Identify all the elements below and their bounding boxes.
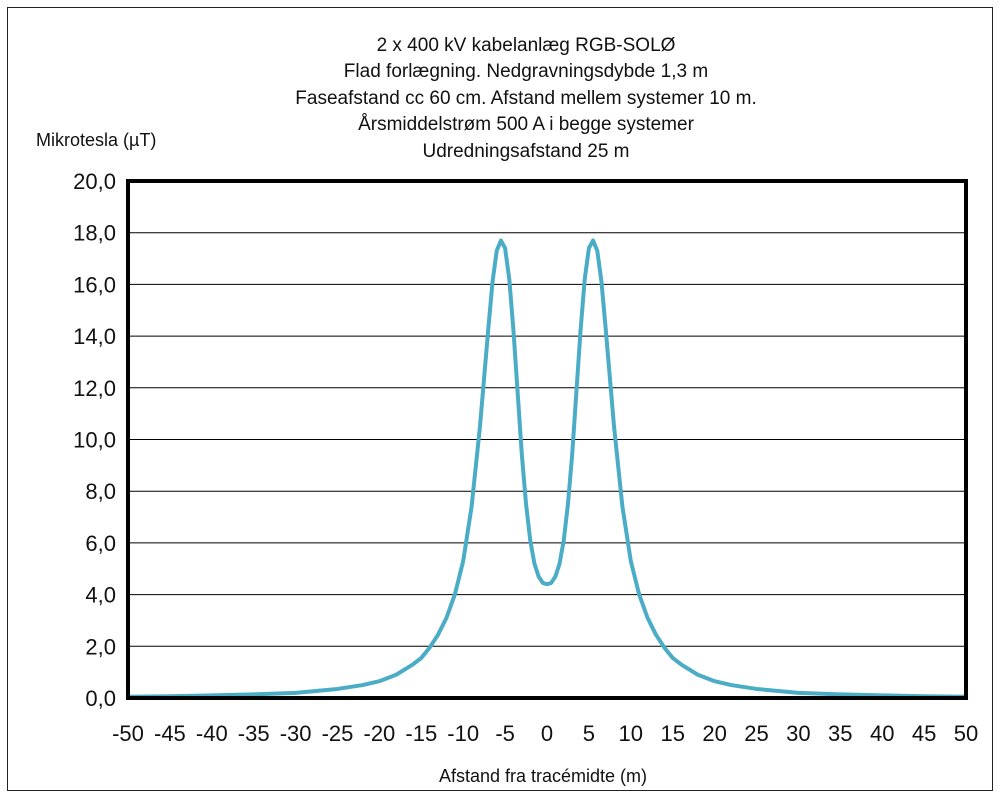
y-tick-label: 20,0 xyxy=(73,169,116,194)
x-tick-label: -15 xyxy=(405,721,437,746)
y-tick-label: 4,0 xyxy=(85,583,116,608)
x-axis-label: Afstand fra tracémidte (m) xyxy=(439,766,647,786)
chart-frame: 2 x 400 kV kabelanlæg RGB-SOLØ Flad forlæ… xyxy=(7,7,993,791)
title-line-3: Årsmiddelstrøm 500 A i begge systemer xyxy=(358,114,694,135)
x-tick-label: -5 xyxy=(495,721,515,746)
x-tick-label: -25 xyxy=(322,721,354,746)
series-line-0 xyxy=(126,238,968,699)
y-tick-label: 18,0 xyxy=(73,221,116,246)
x-tick-label: -30 xyxy=(280,721,312,746)
x-tick-label: 15 xyxy=(660,721,684,746)
x-tick-label: -45 xyxy=(154,721,186,746)
y-tick-label: 8,0 xyxy=(85,479,116,504)
gridlines xyxy=(128,180,966,699)
y-tick-label: 16,0 xyxy=(73,272,116,297)
y-tick-label: 12,0 xyxy=(73,376,116,401)
series-lines xyxy=(126,238,968,699)
x-tick-label: 0 xyxy=(541,721,553,746)
chart-title: 2 x 400 kV kabelanlæg RGB-SOLØ Flad forlæ… xyxy=(295,35,756,162)
title-line-4: Udredningsafstand 25 m xyxy=(422,141,629,162)
x-tick-label: 30 xyxy=(786,721,810,746)
x-tick-label: 40 xyxy=(870,721,894,746)
x-tick-label: -10 xyxy=(447,721,479,746)
y-tick-label: 2,0 xyxy=(85,634,116,659)
x-tick-label: -40 xyxy=(196,721,228,746)
x-tick-label: -50 xyxy=(112,721,144,746)
y-tick-label: 0,0 xyxy=(85,686,116,711)
x-tick-label: 10 xyxy=(619,721,643,746)
x-tick-label: 5 xyxy=(583,721,595,746)
x-tick-label: -20 xyxy=(364,721,396,746)
title-line-0: 2 x 400 kV kabelanlæg RGB-SOLØ xyxy=(377,35,676,56)
y-tick-label: 6,0 xyxy=(85,531,116,556)
x-tick-label: -35 xyxy=(238,721,270,746)
chart-svg: 2 x 400 kV kabelanlæg RGB-SOLØ Flad forlæ… xyxy=(36,35,978,786)
x-tick-label: 20 xyxy=(702,721,726,746)
y-axis-label: Mikrotesla (µT) xyxy=(36,130,156,150)
plot-area-border xyxy=(126,179,968,700)
title-line-2: Faseafstand cc 60 cm. Afstand mellem sys… xyxy=(295,88,756,109)
y-tick-label: 10,0 xyxy=(73,428,116,453)
x-tick-label: 35 xyxy=(828,721,852,746)
x-tick-label: 25 xyxy=(744,721,768,746)
y-tick-label: 14,0 xyxy=(73,324,116,349)
title-line-1: Flad forlægning. Nedgravningsdybde 1,3 m xyxy=(344,61,708,82)
x-tick-label: 50 xyxy=(954,721,978,746)
x-tick-labels: -50 -45 -40 -35 -30 -25 -20 -15 -10 -5 0 5 10 15 20 25 3… xyxy=(112,721,978,746)
x-tick-label: 45 xyxy=(912,721,936,746)
y-tick-labels: 0,0 2,0 4,0 6,0 8,0 10,0 12,0 14,0 16,0 18,0 20,0 xyxy=(73,169,116,711)
